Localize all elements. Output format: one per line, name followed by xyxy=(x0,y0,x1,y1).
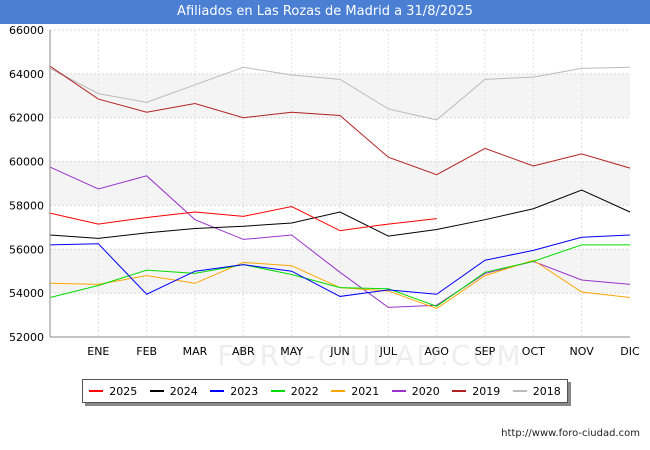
legend-label: 2023 xyxy=(230,384,259,398)
legend-item-2022: 2022 xyxy=(270,384,319,398)
chart-title: Afiliados en Las Rozas de Madrid a 31/8/… xyxy=(0,0,650,24)
chart-legend: 2025 2024 2023 2022 2021 2020 2019 2018 xyxy=(82,379,568,403)
x-tick-label: ENE xyxy=(87,345,109,358)
legend-label: 2020 xyxy=(411,384,440,398)
legend-label: 2018 xyxy=(532,384,561,398)
legend-swatch xyxy=(331,390,346,392)
y-tick-label: 62000 xyxy=(9,112,44,125)
legend-swatch xyxy=(452,390,467,392)
legend-label: 2019 xyxy=(472,384,501,398)
legend-item-2025: 2025 xyxy=(89,385,137,398)
legend-swatch xyxy=(512,390,527,392)
legend-item-2018: 2018 xyxy=(512,384,561,398)
y-tick-label: 64000 xyxy=(9,68,44,81)
y-tick-label: 58000 xyxy=(9,199,44,212)
y-tick-label: 66000 xyxy=(9,24,44,37)
series-line-2024 xyxy=(49,189,631,239)
source-url: http://www.foro-ciudad.com xyxy=(501,428,640,439)
watermark: FORO-CIUDAD.COM xyxy=(217,339,522,372)
legend-swatch xyxy=(270,390,285,392)
x-tick-label: OCT xyxy=(522,345,545,358)
x-tick-label: DIC xyxy=(620,345,640,358)
legend-label: 2022 xyxy=(290,384,319,398)
x-tick-label: MAR xyxy=(183,345,208,358)
y-tick-label: 54000 xyxy=(9,287,44,300)
legend-item-2023: 2023 xyxy=(210,385,258,398)
x-tick-label: MAY xyxy=(280,345,303,358)
legend-swatch xyxy=(391,390,406,392)
series-line-2018 xyxy=(49,66,631,121)
x-tick-label: FEB xyxy=(136,345,157,358)
legend-item-2021: 2021 xyxy=(331,385,379,398)
legend-label: 2024 xyxy=(169,384,198,398)
legend-label: 2025 xyxy=(109,384,138,398)
y-tick-label: 52000 xyxy=(9,331,44,344)
x-tick-label: AGO xyxy=(424,345,449,358)
legend-swatch xyxy=(149,390,164,392)
legend-item-2019: 2019 xyxy=(452,385,500,398)
x-tick-label: JUL xyxy=(379,345,398,358)
y-tick-label: 56000 xyxy=(9,243,44,256)
legend-swatch xyxy=(89,390,104,392)
legend-item-2024: 2024 xyxy=(149,384,198,398)
x-tick-label: ABR xyxy=(232,345,255,358)
series-line-2023 xyxy=(49,234,631,297)
x-tick-label: SEP xyxy=(475,345,496,358)
legend-label: 2021 xyxy=(351,384,380,398)
legend-item-2020: 2020 xyxy=(391,384,440,398)
legend-swatch xyxy=(210,390,225,392)
series-line-2025 xyxy=(49,206,437,232)
x-tick-label: JUN xyxy=(329,345,350,358)
series-line-2019 xyxy=(49,65,631,176)
series-line-2022 xyxy=(49,244,630,307)
y-tick-label: 60000 xyxy=(9,156,44,169)
x-tick-label: NOV xyxy=(570,345,595,358)
